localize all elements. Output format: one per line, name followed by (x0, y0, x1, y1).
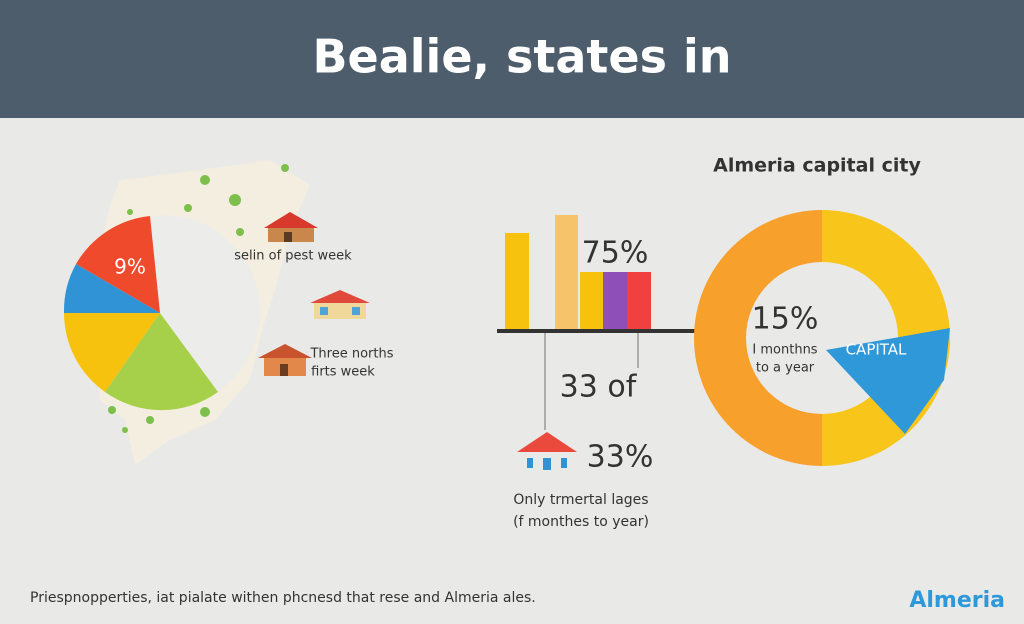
map-note: selin of pest week (234, 249, 352, 264)
map-dots (108, 164, 289, 433)
caption: Only trmertal lages (513, 492, 648, 508)
icon-label: 33% (587, 440, 654, 475)
donut-title: Almeria capital city (713, 155, 921, 177)
pie-label: 9% (114, 255, 146, 279)
header-bar (0, 0, 1024, 118)
house-icon (258, 212, 370, 376)
donut (694, 210, 950, 466)
donut-note: to a year (756, 361, 815, 376)
map-note: firts week (311, 365, 375, 380)
house-icon (517, 432, 577, 470)
map-note: Three norths (309, 347, 393, 362)
wedge-label: CAPITAL (846, 341, 907, 359)
count-label: 33 of (560, 370, 638, 405)
logo: Almeria (909, 588, 1005, 613)
pie (63, 215, 260, 411)
caption: (f monthes to year) (513, 514, 649, 530)
footer-text: Priespnopperties, iat pialate withen phc… (30, 590, 536, 606)
bars (505, 215, 651, 331)
bar-label: 75% (582, 236, 649, 271)
donut-note: I monthns (752, 343, 817, 358)
donut-value: 15% (752, 302, 819, 337)
header-title: Bealie, states in (312, 30, 731, 84)
